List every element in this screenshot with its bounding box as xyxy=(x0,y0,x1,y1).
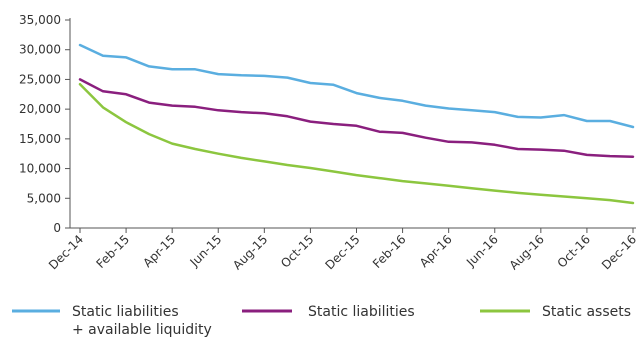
x-tick-label: Feb-16 xyxy=(370,232,409,271)
series-line-1 xyxy=(78,78,635,158)
y-tick-label: 5,000 xyxy=(27,191,61,205)
x-tick-label: Aug-16 xyxy=(507,232,547,272)
x-tick-label: Dec-14 xyxy=(46,232,86,272)
x-tick-label: Oct-16 xyxy=(555,232,593,270)
x-tick-label: Feb-15 xyxy=(93,232,132,271)
x-tick-label: Oct-15 xyxy=(278,232,316,270)
series-line-2 xyxy=(78,82,635,205)
y-axis: 0 5,000 10,000 15,000 20,000 25,000 30,000 35,0… xyxy=(19,13,71,235)
y-tick-label: 15,000 xyxy=(19,132,61,146)
x-tick-label: Jun-15 xyxy=(187,232,225,270)
y-tick-label: 30,000 xyxy=(19,43,61,57)
x-axis: Dec-14 Feb-15 Apr-15 Jun-15 Aug-15 Oct-15 Dec-… xyxy=(46,227,639,273)
y-tick-label: 20,000 xyxy=(19,102,61,116)
y-tick-label: 0 xyxy=(53,221,61,235)
legend-label-2: Static assets xyxy=(542,304,631,320)
legend-label-1: Static liabilities xyxy=(308,304,415,320)
y-tick-label: 35,000 xyxy=(19,13,61,27)
legend: Static liabilities + available liquidity S… xyxy=(12,304,631,338)
y-tick-label: 10,000 xyxy=(19,162,61,176)
x-tick-label: Apr-15 xyxy=(140,232,178,270)
x-tick-label: Aug-15 xyxy=(230,232,270,272)
x-tick-label: Apr-16 xyxy=(417,232,455,270)
x-tick-label: Jun-16 xyxy=(463,232,501,270)
series-lines xyxy=(78,43,635,205)
legend-label-0: Static liabilities + available liquidity xyxy=(72,304,212,338)
x-tick-label: Dec-15 xyxy=(322,232,362,272)
series-line-0 xyxy=(78,43,635,129)
y-tick-label: 25,000 xyxy=(19,72,61,86)
x-tick-label: Dec-16 xyxy=(599,232,639,272)
